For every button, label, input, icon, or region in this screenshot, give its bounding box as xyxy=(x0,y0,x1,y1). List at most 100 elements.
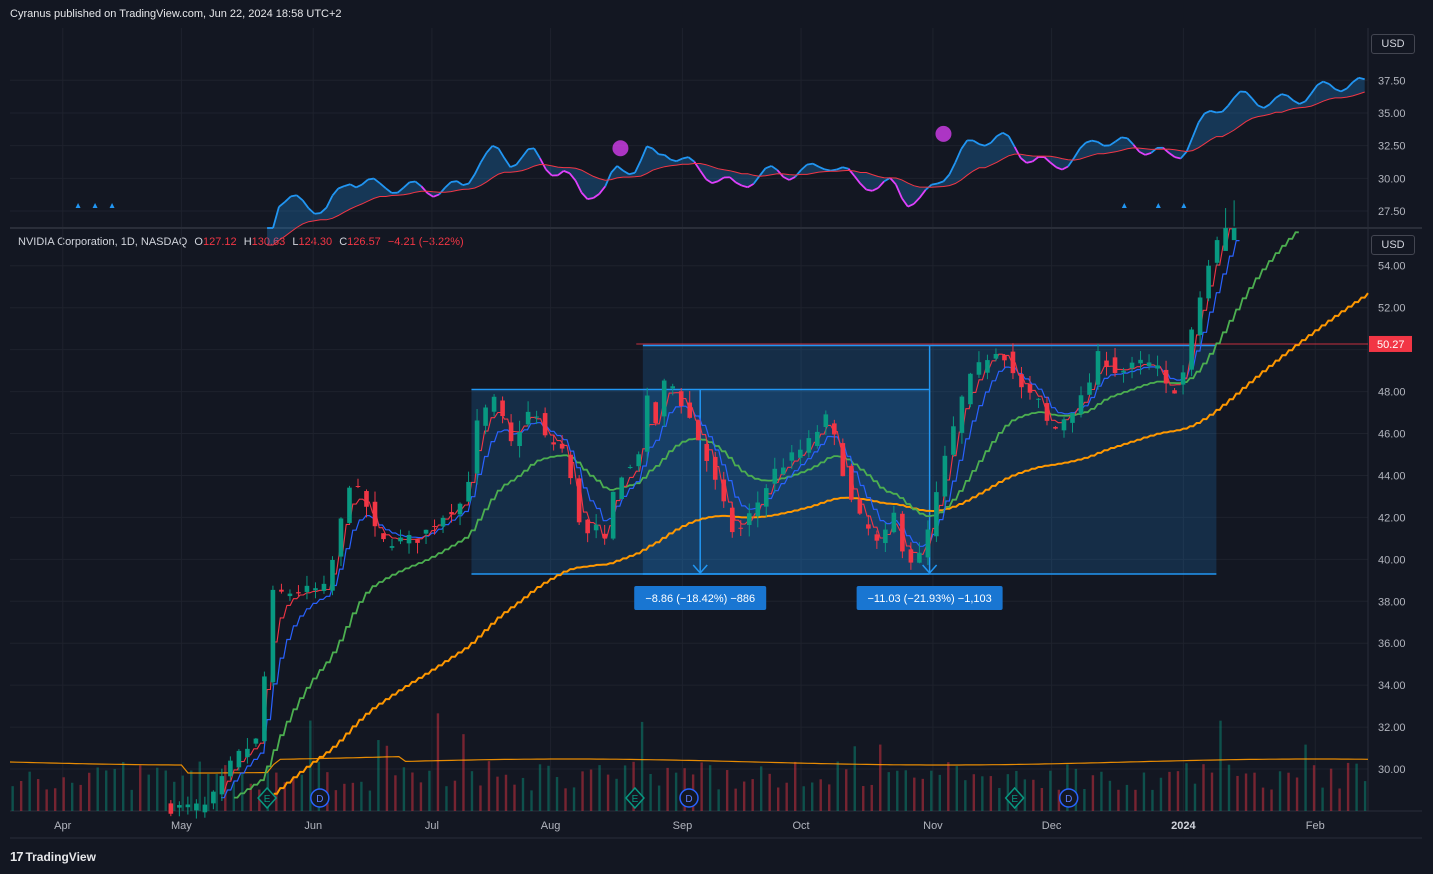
oscillator-line-segment xyxy=(895,184,903,199)
candle xyxy=(1155,355,1160,377)
volume-bar xyxy=(521,777,525,811)
oscillator-line-segment xyxy=(996,131,1004,137)
candle xyxy=(729,501,735,538)
oscillator-line-segment xyxy=(818,166,826,171)
grid-lines xyxy=(10,28,1368,811)
volume-bar xyxy=(1108,780,1112,811)
measure-label-background xyxy=(634,586,767,610)
oscillator-line-segment xyxy=(1020,157,1028,164)
candle-body xyxy=(780,467,786,475)
volume-bar xyxy=(164,770,167,811)
oscillator-line-segment xyxy=(1257,104,1265,109)
candle-body xyxy=(772,468,778,484)
oscillator-line-segment xyxy=(1245,91,1253,99)
oscillator-line-segment xyxy=(1031,156,1039,163)
candle xyxy=(398,529,403,545)
candle xyxy=(372,491,378,537)
candle xyxy=(296,585,301,597)
oscillator-line-segment xyxy=(420,185,428,194)
oscillator-tick-label: 30.00 xyxy=(1378,173,1406,185)
candle xyxy=(406,530,412,554)
volume-bar xyxy=(1219,720,1222,811)
candle xyxy=(934,481,939,543)
volume-bar xyxy=(828,784,831,811)
candle-body xyxy=(568,454,573,479)
volume-bar xyxy=(1287,772,1290,811)
oscillator-line-segment xyxy=(919,189,927,199)
candle-body xyxy=(636,454,641,467)
candle-body xyxy=(908,549,914,563)
candle-body xyxy=(1104,360,1109,367)
oscillator-line-segment xyxy=(284,195,292,203)
candle xyxy=(551,434,556,451)
volume-bar xyxy=(1295,777,1299,811)
oscillator-line-segment xyxy=(367,177,375,181)
ma-orange-line xyxy=(273,292,1369,795)
oscillator-line-segment xyxy=(290,194,297,198)
volume-bar xyxy=(62,777,65,811)
currency-button-main[interactable]: USD xyxy=(1371,235,1415,255)
candle-body xyxy=(253,738,259,744)
oscillator-line-segment xyxy=(889,177,897,186)
oscillator-line-segment xyxy=(1185,136,1194,152)
dividend-marker: D xyxy=(679,788,699,808)
candle xyxy=(262,671,267,744)
oscillator-line-segment xyxy=(931,182,938,186)
dividend-marker-label: D xyxy=(316,794,323,805)
candle-body xyxy=(1180,372,1186,385)
volume-bar xyxy=(232,781,235,811)
candle-body xyxy=(840,443,846,477)
currency-button-top[interactable]: USD xyxy=(1371,34,1415,54)
candle-body xyxy=(440,517,446,527)
time-tick-label: Aug xyxy=(541,820,561,832)
tradingview-logo[interactable]: 17 TradingView xyxy=(10,849,96,864)
candle-body xyxy=(849,465,854,500)
oscillator-line-segment xyxy=(937,180,944,185)
candle xyxy=(1129,356,1135,379)
volume-bar xyxy=(870,784,873,811)
candle xyxy=(313,582,318,599)
candle xyxy=(568,451,573,485)
candle xyxy=(891,505,897,534)
candle xyxy=(364,489,369,518)
volume-bar xyxy=(1006,774,1010,811)
candle-body xyxy=(262,676,267,742)
candle xyxy=(559,435,565,453)
candle xyxy=(619,476,624,500)
oscillator-line-segment xyxy=(301,199,310,209)
oscillator-line-segment xyxy=(568,172,577,182)
volume-bar xyxy=(487,761,491,811)
oscillator-line-segment xyxy=(978,143,986,147)
candle-body xyxy=(330,559,335,591)
candle xyxy=(202,796,208,818)
volume-bar xyxy=(793,761,797,811)
candle-body xyxy=(874,534,880,541)
oscillator-line-segment xyxy=(1180,150,1188,160)
candle xyxy=(500,396,505,424)
volume-bar xyxy=(606,774,610,811)
candle xyxy=(985,354,990,380)
volume-bar xyxy=(862,786,865,811)
candle-body xyxy=(313,588,318,591)
oscillator-line-segment xyxy=(1286,94,1295,102)
candle-body xyxy=(917,552,922,563)
volume-bar xyxy=(1304,744,1307,811)
candle xyxy=(194,799,199,819)
volume-bar xyxy=(496,776,499,811)
volume-bar xyxy=(479,785,482,811)
candle xyxy=(1027,375,1033,400)
candle-body xyxy=(1206,265,1211,299)
candle-body xyxy=(559,443,565,449)
candle xyxy=(1053,426,1058,430)
volume-bar xyxy=(334,790,338,811)
volume-bar xyxy=(1057,789,1061,811)
candle xyxy=(780,458,786,476)
oscillator-line-segment xyxy=(521,148,529,158)
candle-body xyxy=(194,803,199,811)
candle-body xyxy=(857,499,863,514)
oscillator-line-segment xyxy=(485,145,494,154)
tradingview-logo-icon: 17 xyxy=(10,849,24,864)
candle xyxy=(678,388,684,414)
oscillator-tick-label: 32.50 xyxy=(1378,141,1406,153)
